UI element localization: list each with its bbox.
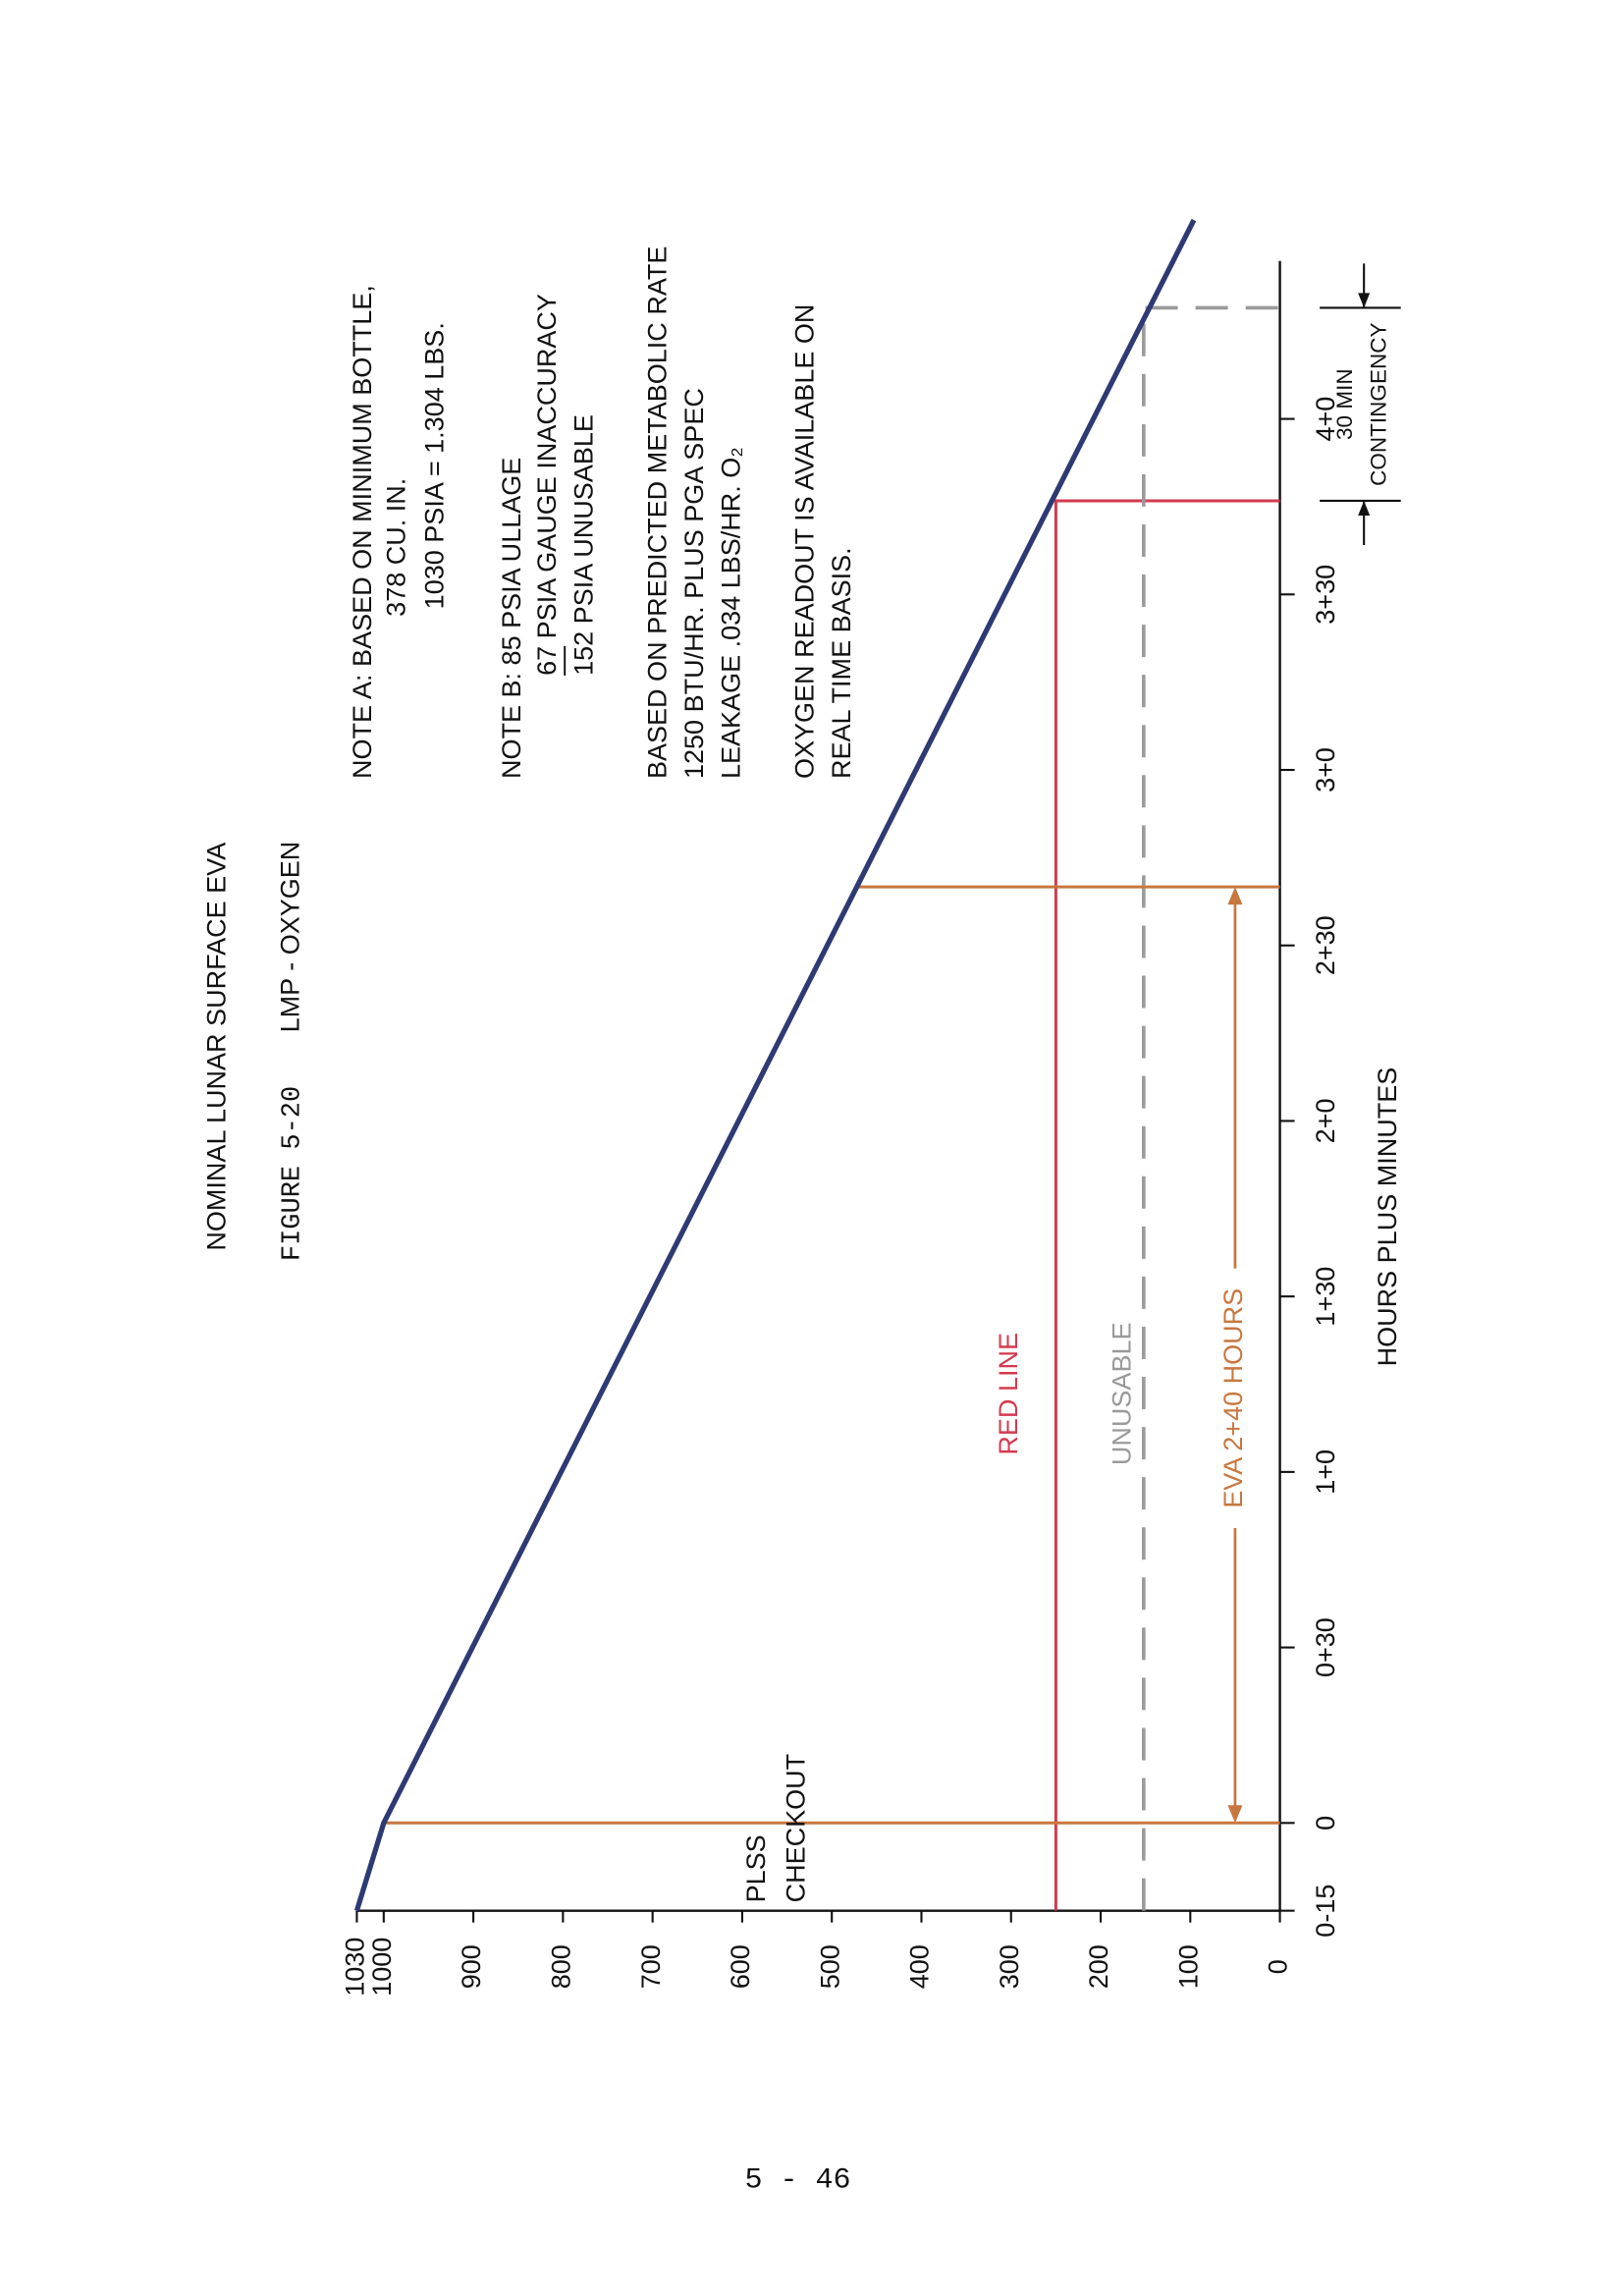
contingency-label: CONTINGENCY — [1367, 322, 1391, 485]
arrow-head — [1358, 500, 1371, 516]
y-tick-label: 600 — [726, 1944, 755, 1989]
chart-subtitle: LMP - OXYGEN — [276, 842, 305, 1033]
y-tick-label: 0 — [1264, 1959, 1293, 1974]
x-tick-label: 2+30 — [1311, 915, 1340, 975]
x-tick-label: 1+0 — [1311, 1449, 1340, 1495]
note-line: 1250 BTU/HR. PLUS PGA SPEC — [679, 388, 709, 779]
y-tick-label: 100 — [1173, 1944, 1203, 1989]
x-axis-label: HOURS PLUS MINUTES — [1373, 1067, 1402, 1367]
x-tick-label: 0-15 — [1311, 1885, 1340, 1938]
chart-title: NOMINAL LUNAR SURFACE EVA — [201, 843, 231, 1251]
oxygen-line — [353, 218, 1197, 1912]
y-tick-label: 200 — [1084, 1944, 1113, 1989]
y-tick-label: 1000 — [367, 1938, 397, 1996]
y-tick-label: 500 — [815, 1944, 844, 1989]
arrow-head — [1227, 1805, 1243, 1824]
note-line: NOTE B: 85 PSIA ULLAGE — [497, 458, 526, 779]
y-tick-label: 1030 — [341, 1938, 370, 1996]
y-tick-label: 400 — [905, 1944, 935, 1989]
x-tick-label: 3+0 — [1311, 747, 1340, 793]
x-tick-label: 0 — [1311, 1816, 1340, 1831]
red-line-label: RED LINE — [994, 1333, 1023, 1455]
note-line: NOTE A: BASED ON MINIMUM BOTTLE, — [348, 285, 377, 779]
y-tick-label: 700 — [636, 1944, 666, 1989]
plss-label: PLSS — [741, 1834, 771, 1902]
y-tick-label: 300 — [995, 1944, 1024, 1989]
x-tick-label: 3+30 — [1311, 565, 1340, 625]
x-tick-label: 0+30 — [1311, 1617, 1340, 1677]
unusable-label: UNUSABLE — [1108, 1322, 1137, 1465]
note-line: 1030 PSIA = 1.304 LBS. — [420, 322, 450, 609]
y-tick-label: 900 — [457, 1944, 486, 1989]
x-tick-label: 1+30 — [1311, 1267, 1340, 1327]
figure-label: FIGURE 5-20 — [278, 1086, 308, 1261]
arrow-head — [1358, 293, 1371, 308]
contingency-label: 30 MIN — [1332, 368, 1357, 440]
note-line: 378 CU. IN. — [382, 478, 411, 617]
note-line: 152 PSIA UNUSABLE — [568, 414, 598, 676]
y-tick-label: 800 — [547, 1944, 576, 1989]
note-line: 67 PSIA GAUGE INACCURACY — [532, 294, 562, 676]
note-line: REAL TIME BASIS. — [827, 547, 856, 779]
red-line — [1054, 499, 1280, 1911]
note-line: OXYGEN READOUT IS AVAILABLE ON — [790, 304, 820, 779]
note-line: BASED ON PREDICTED METABOLIC RATE — [642, 246, 672, 779]
unusable-line — [1142, 305, 1280, 1911]
plss-label: CHECKOUT — [782, 1754, 811, 1903]
x-tick-label: 4+0 — [1311, 397, 1340, 442]
arrow-head — [1227, 887, 1243, 905]
eva-label: EVA 2+40 HOURS — [1218, 1288, 1248, 1508]
note-line: LEAKAGE .034 LBS/HR. O₂ — [717, 447, 746, 779]
page-number: 5 - 46 — [744, 2164, 850, 2198]
x-tick-label: 2+0 — [1311, 1099, 1340, 1144]
